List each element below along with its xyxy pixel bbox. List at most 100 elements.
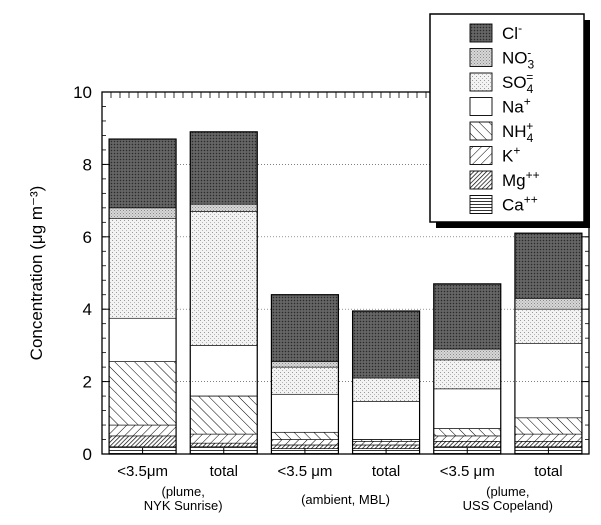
legend-item: NH4+ xyxy=(469,119,534,145)
legend-swatch xyxy=(469,170,493,190)
bar-segment xyxy=(189,131,258,205)
bar-segment xyxy=(189,433,258,444)
bar-segment xyxy=(189,211,258,346)
bar-stack xyxy=(514,232,583,455)
bars xyxy=(108,131,583,455)
legend-label-name: Ca xyxy=(502,196,524,215)
legend-swatch xyxy=(469,146,493,165)
bar-stack xyxy=(351,310,421,455)
category-label: total xyxy=(534,463,562,480)
bar-segment xyxy=(189,345,258,397)
legend-label-sup: + xyxy=(513,144,520,158)
bar-segment xyxy=(433,388,502,429)
bar-segment xyxy=(189,442,258,448)
legend-swatch xyxy=(469,72,493,92)
legend-label-name: NH xyxy=(502,122,527,141)
legend-label: Ca++ xyxy=(502,193,538,215)
bar-segment xyxy=(271,393,339,433)
legend-label-sup: + xyxy=(524,95,531,109)
category-label: total xyxy=(372,463,400,480)
category-label: <3.5μm xyxy=(117,463,168,480)
bar-segment xyxy=(514,417,583,435)
legend-label-name: Na xyxy=(502,98,524,117)
bar-stack xyxy=(433,283,502,455)
bar-segment xyxy=(108,361,177,426)
legend-label-sup: ++ xyxy=(524,193,538,207)
bar-stack xyxy=(108,138,177,455)
bar-segment xyxy=(352,441,420,446)
y-tick-label: 8 xyxy=(83,155,92,174)
y-tick-label: 10 xyxy=(73,83,92,102)
legend-label-sup: + xyxy=(526,119,533,133)
legend-swatch xyxy=(469,48,493,67)
category-label: total xyxy=(210,463,238,480)
bar-segment xyxy=(189,203,258,212)
legend-label-sup: ++ xyxy=(526,168,540,182)
bar-segment xyxy=(271,361,339,368)
legend-label-name: K xyxy=(502,147,514,166)
category-labels: <3.5μm total <3.5 μm total <3.5 μm total xyxy=(117,463,562,480)
bar-segment xyxy=(189,395,258,435)
bar-segment xyxy=(271,366,339,395)
legend-label-name: Mg xyxy=(502,171,526,190)
bar-segment xyxy=(352,310,420,379)
legend-label-sup: - xyxy=(518,21,522,35)
legend-label: NH4+ xyxy=(502,119,534,145)
legend-box xyxy=(429,13,585,223)
group-label: USS Copeland) xyxy=(463,498,553,513)
legend-label-name: SO xyxy=(502,73,527,92)
y-tick-label: 0 xyxy=(83,445,92,464)
y-axis-title: Concentration (μg m⁻³) xyxy=(27,186,46,361)
legend-item: Na+ xyxy=(469,95,531,117)
legend-label-sup: - xyxy=(527,46,531,60)
bar-segment xyxy=(108,317,177,362)
bar-segment xyxy=(433,441,502,448)
bar-segment xyxy=(271,431,339,440)
legend: Cl-NO3-SO4=Na+NH4+K+Mg++Ca++ xyxy=(429,13,590,228)
group-label: (plume, xyxy=(161,484,204,499)
y-tick-label: 2 xyxy=(83,373,92,392)
bar-segment xyxy=(433,348,502,361)
legend-item: Ca++ xyxy=(469,193,538,215)
bar-segment xyxy=(514,308,583,344)
legend-label-sup: = xyxy=(526,70,533,84)
category-label: <3.5 μm xyxy=(440,463,495,480)
bar-segment xyxy=(108,218,177,319)
legend-label: K+ xyxy=(502,144,520,166)
bar-segment xyxy=(433,428,502,437)
legend-item: SO4= xyxy=(469,70,534,96)
group-label: (ambient, MBL) xyxy=(301,492,390,507)
bar-segment xyxy=(514,441,583,448)
bar-stack xyxy=(189,131,258,455)
legend-label: Mg++ xyxy=(502,168,540,190)
legend-swatch xyxy=(469,97,493,116)
legend-label-name: Cl xyxy=(502,24,518,43)
legend-label-sub: 4 xyxy=(527,131,534,145)
category-label: <3.5 μm xyxy=(277,463,332,480)
legend-item: Cl- xyxy=(469,21,522,43)
legend-label: SO4= xyxy=(502,70,534,96)
bar-segment xyxy=(433,359,502,390)
legend-label: Na+ xyxy=(502,95,531,117)
bar-segment xyxy=(514,343,583,419)
plot-frame xyxy=(101,91,590,455)
bar-segment xyxy=(352,377,420,402)
legend-item: K+ xyxy=(469,144,520,166)
bar-segment xyxy=(271,294,339,362)
bar-segment xyxy=(514,232,583,299)
legend-label-sub: 3 xyxy=(528,58,535,72)
legend-label: NO3- xyxy=(502,46,535,72)
y-tick-label: 4 xyxy=(83,300,92,319)
y-tick-labels: 0 2 4 6 8 10 xyxy=(73,83,92,464)
legend-swatch xyxy=(469,195,493,214)
legend-label-sub: 4 xyxy=(527,82,534,96)
group-label: (plume, xyxy=(486,484,529,499)
legend-label: Cl- xyxy=(502,21,522,43)
bar-segment xyxy=(271,439,339,446)
group-labels: (plume,NYK Sunrise) (ambient, MBL)(plume,… xyxy=(144,484,553,513)
bar-segment xyxy=(108,435,177,448)
bar-segment xyxy=(514,433,583,442)
bar-segment xyxy=(433,435,502,442)
legend-swatch xyxy=(469,121,493,141)
